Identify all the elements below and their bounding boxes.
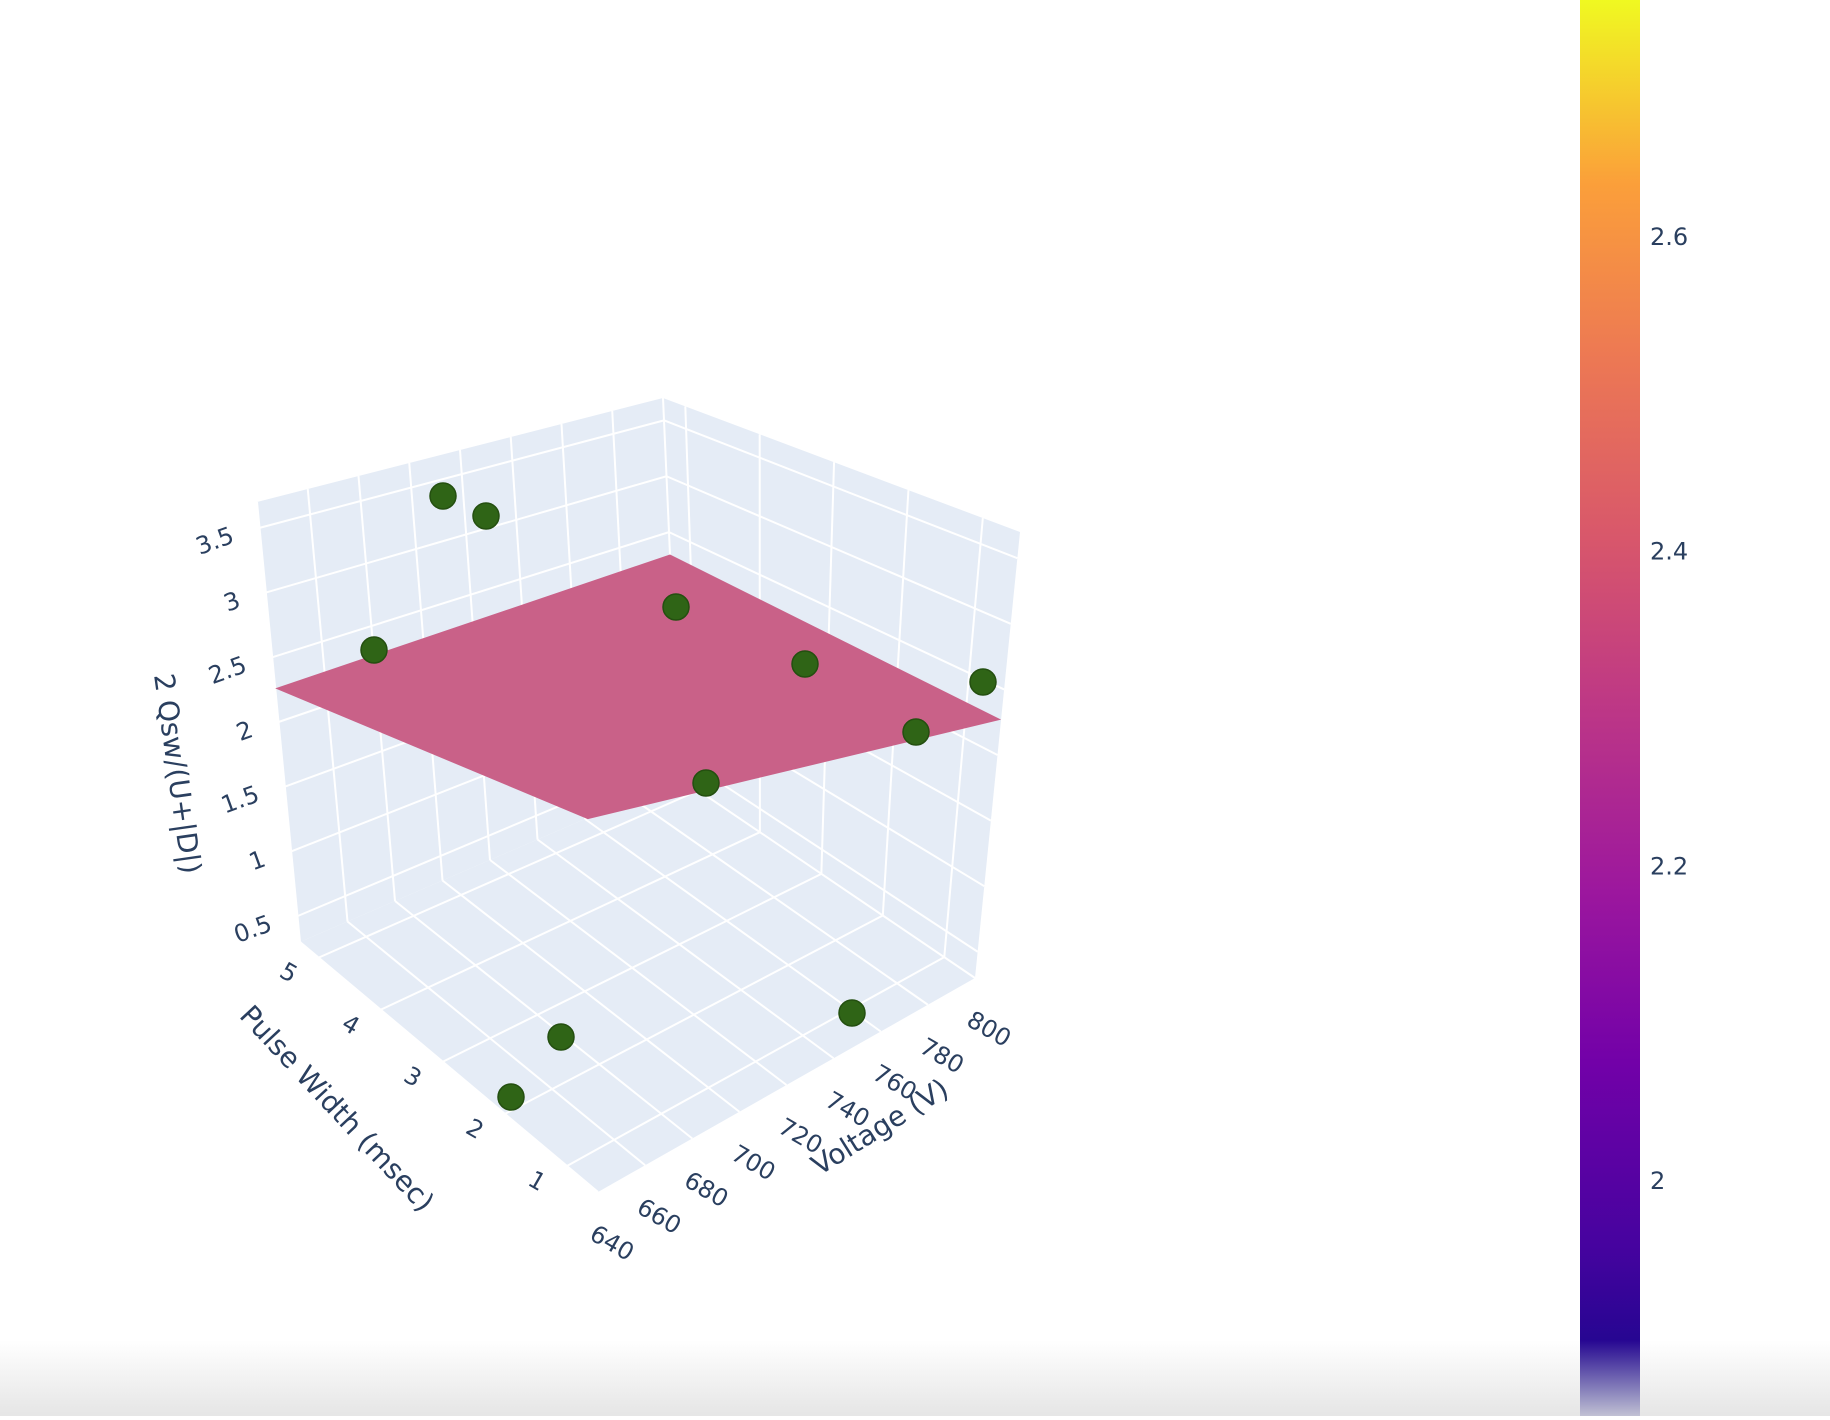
data-point-1 [839, 1000, 865, 1026]
z-tick-label: 1.5 [217, 780, 262, 819]
z-tick-label: 0.5 [230, 909, 275, 948]
z-tick-label: 3 [220, 586, 244, 618]
data-point-9 [361, 637, 387, 663]
data-point-11 [473, 503, 499, 529]
x-tick-label: 700 [727, 1139, 781, 1186]
z-tick-label: 3.5 [192, 521, 237, 560]
x-tick-label: 640 [585, 1219, 639, 1266]
y-tick-label: 4 [337, 1009, 364, 1041]
colorbar-tick-label: 2.2 [1650, 852, 1688, 880]
z-tick-label: 2.5 [205, 651, 250, 690]
data-point-10 [430, 483, 456, 509]
x-tick-label: 660 [632, 1193, 686, 1240]
colorbar-tick-label: 2.4 [1650, 538, 1688, 566]
colorbar-gradient [1580, 0, 1640, 1416]
z-axis-title: 2 Qsw/(U+|D|) [147, 671, 208, 876]
y-tick-label: 3 [399, 1061, 426, 1093]
colorbar-tick-label: 2.6 [1650, 223, 1688, 251]
data-point-8 [663, 594, 689, 620]
data-point-7 [792, 651, 818, 677]
z-tick-label: 1 [245, 845, 269, 877]
data-point-3 [498, 1084, 524, 1110]
y-tick-label: 2 [461, 1113, 488, 1145]
x-tick-label: 800 [962, 1005, 1016, 1052]
data-point-6 [970, 669, 996, 695]
data-point-5 [903, 719, 929, 745]
data-point-2 [548, 1024, 574, 1050]
colorbar-tick-label: 2 [1650, 1167, 1665, 1195]
z-tick-label: 2 [233, 715, 257, 747]
colorbar: 2 2.2 2.4 2.6 [1580, 0, 1688, 1416]
x-tick-label: 680 [679, 1166, 733, 1213]
data-point-4 [693, 770, 719, 796]
colorbar-tick-labels: 2 2.2 2.4 2.6 [1650, 223, 1688, 1195]
y-tick-label: 5 [275, 957, 302, 989]
x-tick-label: 780 [915, 1032, 969, 1079]
y-tick-label: 1 [523, 1165, 550, 1197]
